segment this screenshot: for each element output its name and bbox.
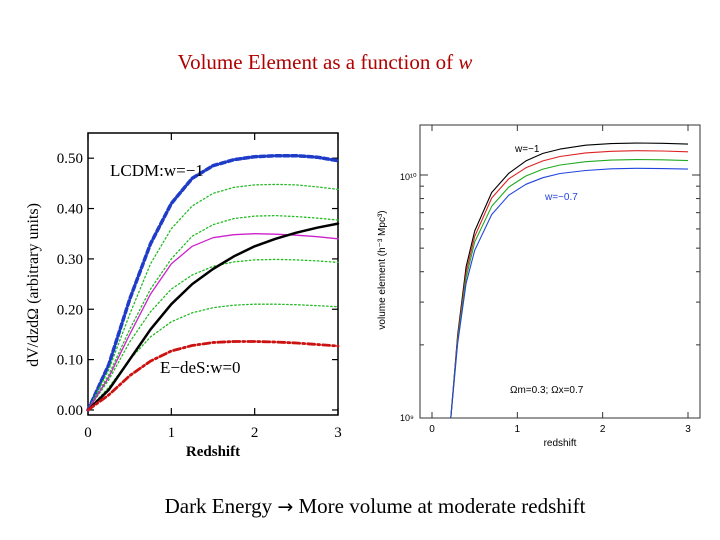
arrow-right-icon: → <box>277 496 294 518</box>
right-series-line-w-0-7 <box>450 167 689 419</box>
slide-title-text: Volume Element as a function of <box>177 50 459 74</box>
left-xtick-label: 1 <box>168 425 176 441</box>
annotation-w-minus-1: w=−1 <box>514 144 540 155</box>
right-ytick-1e9: 10⁹ <box>400 413 414 423</box>
right-xtick-label: 1 <box>515 424 521 435</box>
slide-title: Volume Element as a function of w <box>0 50 650 75</box>
left-ytick-label: 0.30 <box>57 252 83 268</box>
right-series-line-w-0-9 <box>450 150 689 419</box>
left-series-line-w-0-4 <box>87 258 339 411</box>
slide-caption: Dark Energy → More volume at moderate re… <box>0 494 720 519</box>
annotation-omega: Ωm=0.3; Ωx=0.7 <box>510 385 584 396</box>
left-series-line-black <box>86 222 340 412</box>
caption-left-text: Dark Energy <box>164 494 273 518</box>
left-ytick-label: 0.20 <box>57 302 83 318</box>
caption-right-text: More volume at moderate redshift <box>298 494 586 518</box>
right-x-axis-label: redshift <box>544 438 577 449</box>
left-xtick-label: 0 <box>84 425 92 441</box>
left-y-axis-label: dV/dzdΩ (arbitrary units) <box>25 203 42 367</box>
left-series-line-e-des-w-0 <box>86 340 340 412</box>
left-ytick-label: 0.10 <box>57 353 83 369</box>
right-ytick-1e10: 10¹⁰ <box>400 172 417 182</box>
left-ytick-label: 0.40 <box>57 202 83 218</box>
left-series-line-w-0-6 <box>87 214 339 411</box>
right-xtick-label: 2 <box>600 424 606 435</box>
right-y-axis-label: volume element (h⁻³ Mpc³) <box>377 210 388 329</box>
right-volume-chart: 0 1 2 3 10¹⁰ 10⁹ w=−1 w=−0.7 Ωm=0.3; Ωx=0.7… <box>377 124 701 449</box>
left-series-line-magenta <box>87 233 339 411</box>
right-xtick-label: 0 <box>429 424 435 435</box>
annotation-w-minus-07: w=−0.7 <box>544 192 578 203</box>
left-ytick-label: 0.00 <box>57 403 83 419</box>
left-xtick-label: 2 <box>251 425 259 441</box>
slide-title-variable: w <box>458 50 473 74</box>
left-series-line-lcdm-w-1 <box>86 153 340 412</box>
left-x-axis-label: Redshift <box>186 444 240 460</box>
annotation-lcdm: LCDM:w=−1 <box>110 161 204 180</box>
right-series-line-w-0-8 <box>450 158 689 419</box>
left-xtick-label: 3 <box>334 425 342 441</box>
annotation-eds: E−deS:w=0 <box>160 358 241 377</box>
right-xtick-label: 3 <box>685 424 691 435</box>
left-series-line-w-0-8 <box>87 183 339 411</box>
left-plot-frame <box>87 132 339 416</box>
right-series-line-w-1 <box>450 142 689 419</box>
left-ytick-label: 0.50 <box>57 151 83 167</box>
